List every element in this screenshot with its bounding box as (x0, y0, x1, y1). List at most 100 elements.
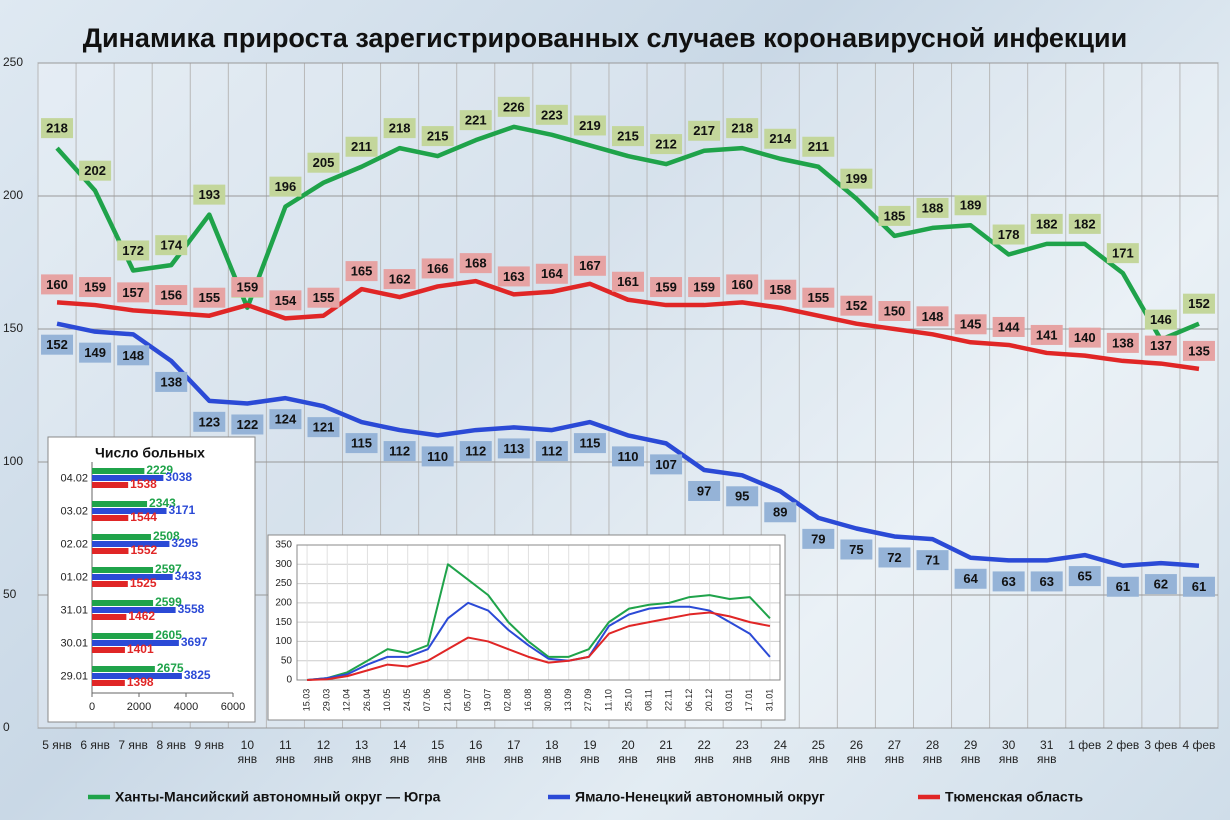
data-label: 156 (160, 287, 182, 302)
data-label-box (117, 345, 150, 366)
data-label: 112 (541, 444, 562, 459)
data-label-box (231, 414, 264, 435)
x-tick-label: 24.05 (402, 689, 412, 712)
data-label-box (688, 277, 721, 298)
bar (92, 541, 170, 547)
data-label: 218 (389, 121, 411, 136)
data-label: 62 (1154, 577, 1168, 592)
x-tick-label: 29.03 (322, 689, 332, 712)
x-tick-label: 2000 (127, 701, 151, 713)
data-label: 221 (465, 113, 487, 128)
data-label-box (992, 571, 1025, 592)
data-label-box (802, 528, 835, 549)
data-label: 158 (769, 282, 791, 297)
data-label-box (117, 240, 150, 261)
data-label: 150 (884, 303, 906, 318)
data-label-box (497, 438, 530, 459)
x-tick-label: 10.05 (382, 689, 392, 712)
bar (92, 647, 125, 653)
data-label-box (573, 433, 606, 454)
data-label-box (612, 126, 644, 147)
data-label: 188 (922, 200, 944, 215)
data-label: 63 (1001, 574, 1015, 589)
data-label-box (650, 134, 683, 155)
x-tick-label: 3 фев (1144, 738, 1178, 752)
x-tick-label: 16 янв (465, 738, 486, 766)
data-label: 64 (963, 571, 978, 586)
data-label-box (155, 285, 188, 306)
x-tick-label: 20.12 (704, 689, 714, 712)
data-label: 2597 (155, 562, 182, 576)
data-label-box (612, 446, 644, 467)
data-label-box (1030, 324, 1063, 345)
y-tick-label: 200 (275, 597, 292, 608)
data-label: 182 (1036, 216, 1058, 231)
y-tick-label: 04.02 (60, 472, 88, 484)
data-label: 3171 (169, 503, 196, 517)
data-label-box (992, 316, 1025, 337)
data-label: 124 (275, 412, 297, 427)
x-tick-label: 12.04 (342, 689, 352, 712)
y-tick-label: 29.01 (60, 670, 88, 682)
x-tick-label: 18 янв (542, 738, 562, 766)
data-label: 152 (46, 337, 68, 352)
bar (92, 607, 176, 613)
data-label: 75 (849, 542, 863, 557)
data-label-box (155, 371, 188, 392)
y-tick-label: 200 (3, 188, 23, 202)
x-tick-label: 26 янв (846, 738, 867, 766)
data-label: 2599 (155, 595, 182, 609)
data-label-box (497, 266, 530, 287)
data-label: 160 (46, 277, 68, 292)
data-label-box (802, 287, 835, 308)
data-label: 155 (807, 290, 829, 305)
data-label: 155 (313, 290, 335, 305)
bar (92, 501, 148, 507)
x-tick-label: 2 фев (1106, 738, 1140, 752)
x-tick-label: 25.10 (623, 689, 633, 712)
data-label-box (573, 255, 606, 276)
data-label: 211 (351, 139, 372, 154)
data-label-box (421, 258, 454, 279)
x-tick-label: 11.10 (603, 689, 613, 711)
bar (92, 680, 125, 686)
bar (92, 475, 164, 481)
data-label: 202 (84, 163, 106, 178)
data-label: 65 (1078, 569, 1092, 584)
data-label-box (650, 277, 683, 298)
data-label: 196 (275, 179, 297, 194)
data-label: 211 (808, 139, 829, 154)
data-label: 1552 (130, 543, 157, 557)
y-tick-label: 300 (275, 559, 292, 570)
data-label-box (459, 110, 492, 131)
series-line (306, 601, 771, 681)
data-label: 115 (351, 436, 372, 451)
data-label-box (1106, 332, 1139, 353)
data-label: 152 (846, 298, 868, 313)
data-label-box (878, 301, 911, 321)
data-label: 2343 (149, 496, 176, 510)
data-label: 122 (237, 417, 259, 432)
data-label-box (459, 253, 492, 274)
data-label-box (79, 277, 112, 298)
data-label: 89 (773, 505, 787, 520)
x-tick-label: 29 янв (960, 738, 981, 766)
data-label-box (1182, 576, 1215, 597)
data-label-box (79, 160, 112, 181)
y-tick-label: 350 (275, 540, 292, 551)
data-label-box (1030, 213, 1063, 234)
data-label: 115 (579, 436, 600, 451)
bar (92, 468, 145, 474)
data-label-box (878, 205, 911, 226)
bar (92, 640, 179, 646)
data-label: 71 (925, 553, 939, 568)
x-tick-label: 06.12 (684, 689, 694, 712)
x-tick-label: 24 янв (770, 738, 791, 766)
x-tick-label: 19 янв (580, 738, 600, 766)
data-label-box (193, 411, 226, 432)
bar (92, 534, 151, 540)
x-tick-label: 21 янв (656, 738, 676, 766)
data-label: 3038 (165, 470, 192, 484)
data-label-box (1144, 309, 1177, 330)
